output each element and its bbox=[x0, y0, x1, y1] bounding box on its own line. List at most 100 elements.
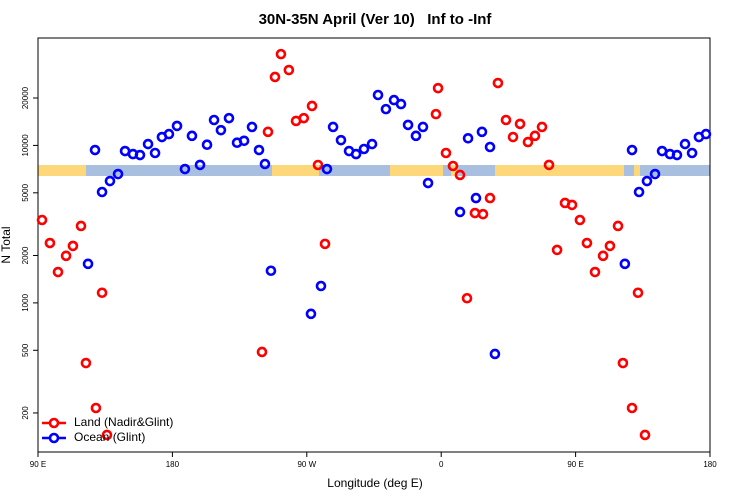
point bbox=[306, 100, 318, 112]
point bbox=[305, 308, 317, 320]
point bbox=[700, 128, 712, 140]
point bbox=[112, 168, 124, 180]
point bbox=[142, 138, 154, 150]
point bbox=[60, 250, 72, 262]
legend-marker bbox=[48, 432, 60, 444]
point bbox=[253, 144, 265, 156]
point bbox=[476, 126, 488, 138]
point bbox=[315, 280, 327, 292]
y-tick-label: 2000 bbox=[21, 246, 30, 264]
y-tick-label: 20000 bbox=[21, 86, 30, 109]
point bbox=[36, 214, 48, 226]
point bbox=[395, 98, 407, 110]
point bbox=[536, 121, 548, 133]
point bbox=[551, 244, 563, 256]
point bbox=[372, 89, 384, 101]
point bbox=[80, 357, 92, 369]
point bbox=[134, 149, 146, 161]
x-tick-label: 0 bbox=[439, 460, 444, 469]
point bbox=[484, 192, 496, 204]
point bbox=[522, 136, 534, 148]
point bbox=[566, 199, 578, 211]
point bbox=[246, 121, 258, 133]
point bbox=[82, 258, 94, 270]
point bbox=[626, 144, 638, 156]
point bbox=[312, 159, 324, 171]
x-tick-label: 180 bbox=[703, 460, 717, 469]
point bbox=[626, 402, 638, 414]
y-tick-label: 1000 bbox=[21, 293, 30, 311]
point bbox=[298, 112, 310, 124]
y-tick-label: 500 bbox=[21, 343, 30, 357]
land-strip bbox=[272, 165, 319, 176]
point bbox=[201, 139, 213, 151]
point bbox=[319, 238, 331, 250]
point bbox=[529, 130, 541, 142]
point bbox=[215, 124, 227, 136]
point bbox=[327, 121, 339, 133]
x-tick-label: 90 E bbox=[30, 460, 46, 469]
land-strip bbox=[390, 165, 443, 176]
point bbox=[507, 131, 519, 143]
point bbox=[256, 346, 268, 358]
point bbox=[649, 168, 661, 180]
point bbox=[422, 177, 434, 189]
point bbox=[430, 108, 442, 120]
point bbox=[104, 175, 116, 187]
point bbox=[469, 207, 481, 219]
point bbox=[149, 147, 161, 159]
point bbox=[262, 126, 274, 138]
point bbox=[454, 206, 466, 218]
point bbox=[589, 266, 601, 278]
point bbox=[671, 149, 683, 161]
point bbox=[432, 82, 444, 94]
y-tick-label: 10000 bbox=[21, 134, 30, 157]
point bbox=[265, 265, 277, 277]
point bbox=[417, 121, 429, 133]
y-axis-label: N Total bbox=[0, 226, 13, 263]
point bbox=[489, 348, 501, 360]
point bbox=[679, 138, 691, 150]
point bbox=[619, 258, 631, 270]
legend-label: Land (Nadir&Glint) bbox=[74, 415, 173, 429]
point bbox=[410, 130, 422, 142]
point bbox=[366, 138, 378, 150]
point bbox=[67, 240, 79, 252]
point bbox=[597, 250, 609, 262]
chart-title: 30N-35N April (Ver 10) Inf to -Inf bbox=[259, 11, 493, 28]
point bbox=[462, 132, 474, 144]
x-axis-label: Longitude (deg E) bbox=[327, 476, 422, 490]
plot-frame bbox=[37, 37, 711, 453]
point bbox=[321, 163, 333, 175]
point bbox=[358, 143, 370, 155]
point bbox=[186, 130, 198, 142]
point bbox=[335, 134, 347, 146]
y-tick-label: 200 bbox=[21, 406, 30, 420]
x-tick-label: 180 bbox=[166, 460, 180, 469]
point bbox=[179, 163, 191, 175]
point bbox=[543, 159, 555, 171]
point bbox=[633, 186, 645, 198]
y-tick-label: 5000 bbox=[21, 183, 30, 201]
point bbox=[350, 148, 362, 160]
point bbox=[402, 119, 414, 131]
point bbox=[101, 429, 113, 441]
point bbox=[171, 120, 183, 132]
x-tick-label: 90 E bbox=[567, 460, 583, 469]
point bbox=[574, 214, 586, 226]
point bbox=[454, 169, 466, 181]
land-strip bbox=[38, 165, 86, 176]
ocean-strip bbox=[38, 165, 710, 176]
point bbox=[440, 147, 452, 159]
point bbox=[686, 147, 698, 159]
point bbox=[163, 128, 175, 140]
point bbox=[283, 64, 295, 76]
point bbox=[89, 144, 101, 156]
point bbox=[447, 160, 459, 172]
point bbox=[259, 158, 271, 170]
point bbox=[500, 114, 512, 126]
point bbox=[52, 266, 64, 278]
point bbox=[96, 186, 108, 198]
point bbox=[269, 71, 281, 83]
